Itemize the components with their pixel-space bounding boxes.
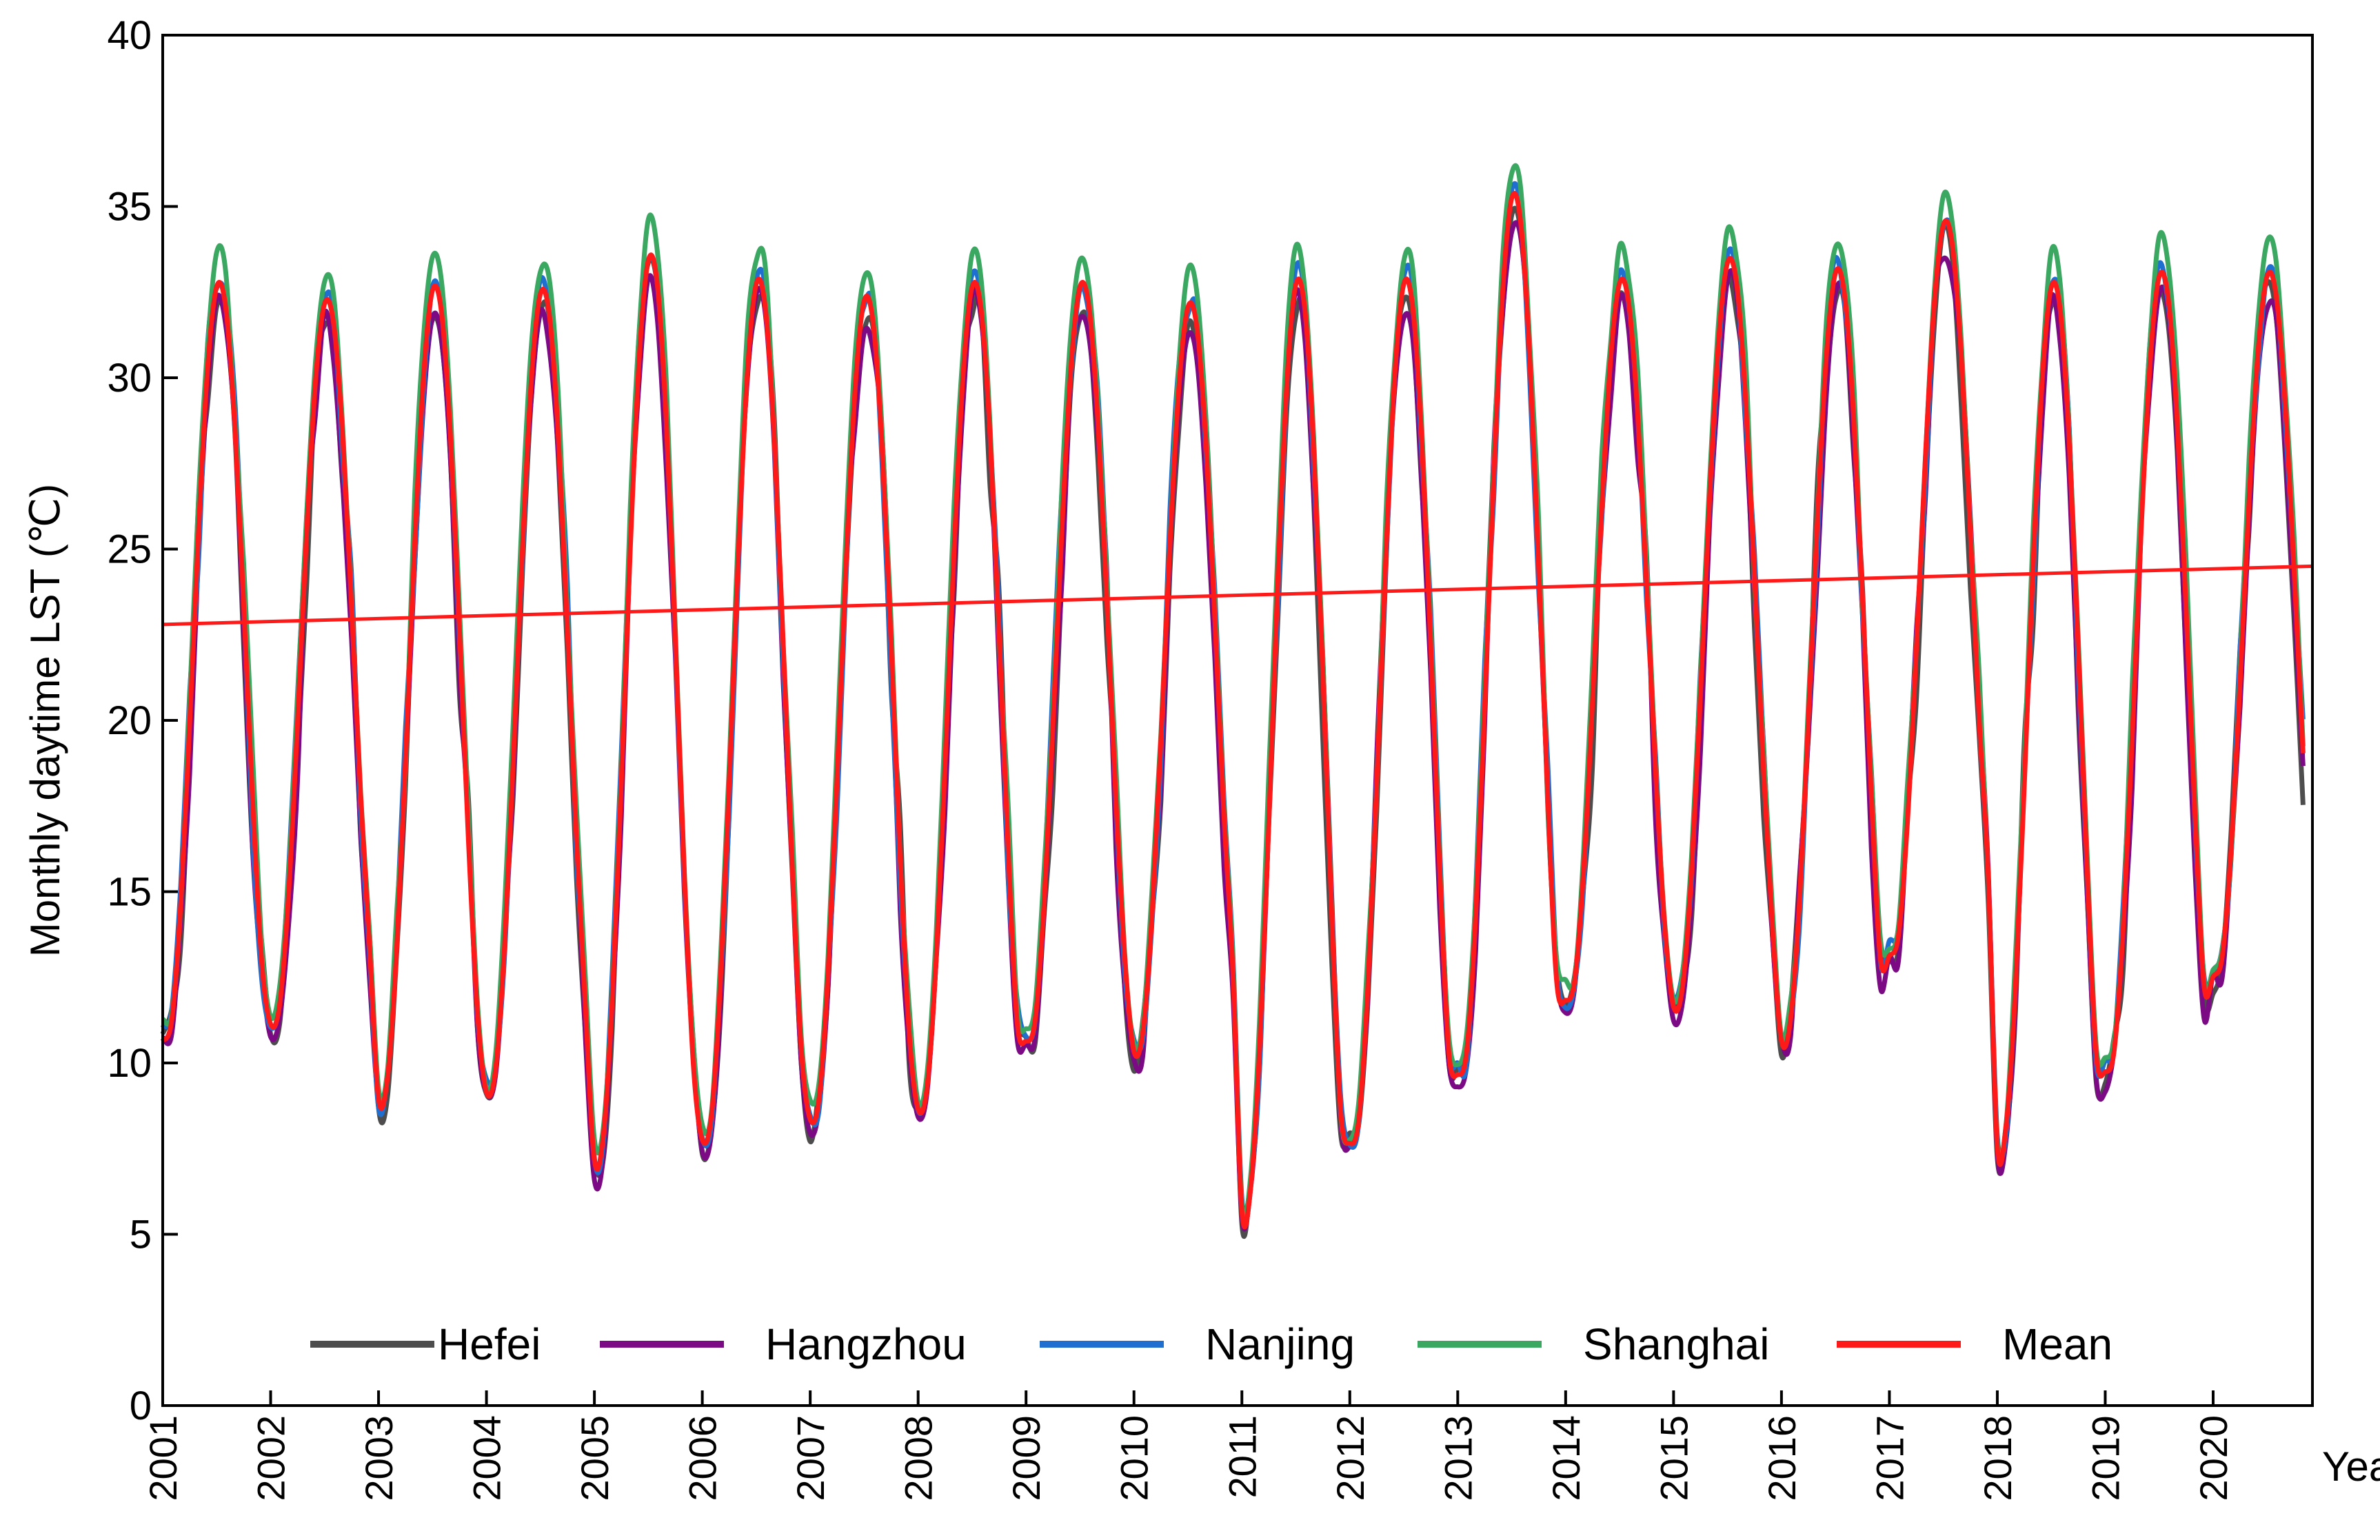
x-tick-label: 2020 (2192, 1415, 2235, 1501)
y-tick-label: 35 (107, 185, 152, 230)
legend: Hefei Hangzhou Nanjing Shanghai Mean (310, 1319, 2112, 1369)
legend-label-hangzhou: Hangzhou (765, 1319, 967, 1369)
x-tick-label: 2018 (1976, 1415, 2019, 1501)
x-tick-label: 2015 (1652, 1415, 1695, 1501)
x-tick-label: 2010 (1113, 1415, 1156, 1501)
legend-label-shanghai: Shanghai (1583, 1319, 1769, 1369)
x-axis-label: Year (2322, 1443, 2380, 1490)
y-tick-label: 5 (130, 1213, 152, 1257)
legend-label-mean: Mean (2002, 1319, 2112, 1369)
x-tick-label: 2009 (1005, 1415, 1048, 1501)
y-tick-label: 0 (130, 1384, 152, 1428)
x-tick-label: 2007 (789, 1415, 832, 1501)
x-tick-label: 2019 (2084, 1415, 2127, 1501)
x-tick-label: 2011 (1220, 1415, 1264, 1498)
y-tick-label: 30 (107, 356, 152, 401)
x-axis: 2001 2002 2003 2004 2005 2006 2007 2008 2009 2010… (141, 1390, 2235, 1501)
x-tick-label: 2005 (573, 1415, 616, 1501)
y-tick-label: 25 (107, 527, 152, 572)
x-tick-label: 2016 (1760, 1415, 1804, 1501)
x-tick-label: 2013 (1436, 1415, 1480, 1501)
x-tick-label: 2008 (897, 1415, 940, 1501)
x-tick-label: 2012 (1329, 1415, 1372, 1501)
x-tick-label: 2003 (357, 1415, 401, 1501)
x-tick-label: 2006 (681, 1415, 725, 1501)
trend-line (162, 564, 2313, 627)
legend-label-hefei: Hefei (438, 1319, 541, 1369)
y-tick-label: 20 (107, 698, 152, 743)
y-tick-label: 40 (107, 13, 152, 58)
x-tick-label: 2014 (1544, 1415, 1588, 1501)
y-axis: 0 5 10 15 20 25 30 35 40 (107, 13, 178, 1428)
x-tick-label: 2002 (250, 1415, 293, 1501)
x-tick-label: 2004 (465, 1415, 509, 1501)
x-tick-label: 2017 (1868, 1415, 1911, 1501)
x-tick-label: 2001 (141, 1415, 185, 1501)
y-axis-label: Monthly daytime LST (℃) (22, 484, 68, 957)
series-line-mean (160, 191, 2306, 1230)
y-tick-label: 15 (107, 870, 152, 915)
y-tick-label: 10 (107, 1041, 152, 1086)
legend-label-nanjing: Nanjing (1205, 1319, 1355, 1369)
plot-lines (160, 163, 2306, 1239)
plot-frame (161, 34, 2314, 1407)
trend-group (162, 564, 2313, 627)
